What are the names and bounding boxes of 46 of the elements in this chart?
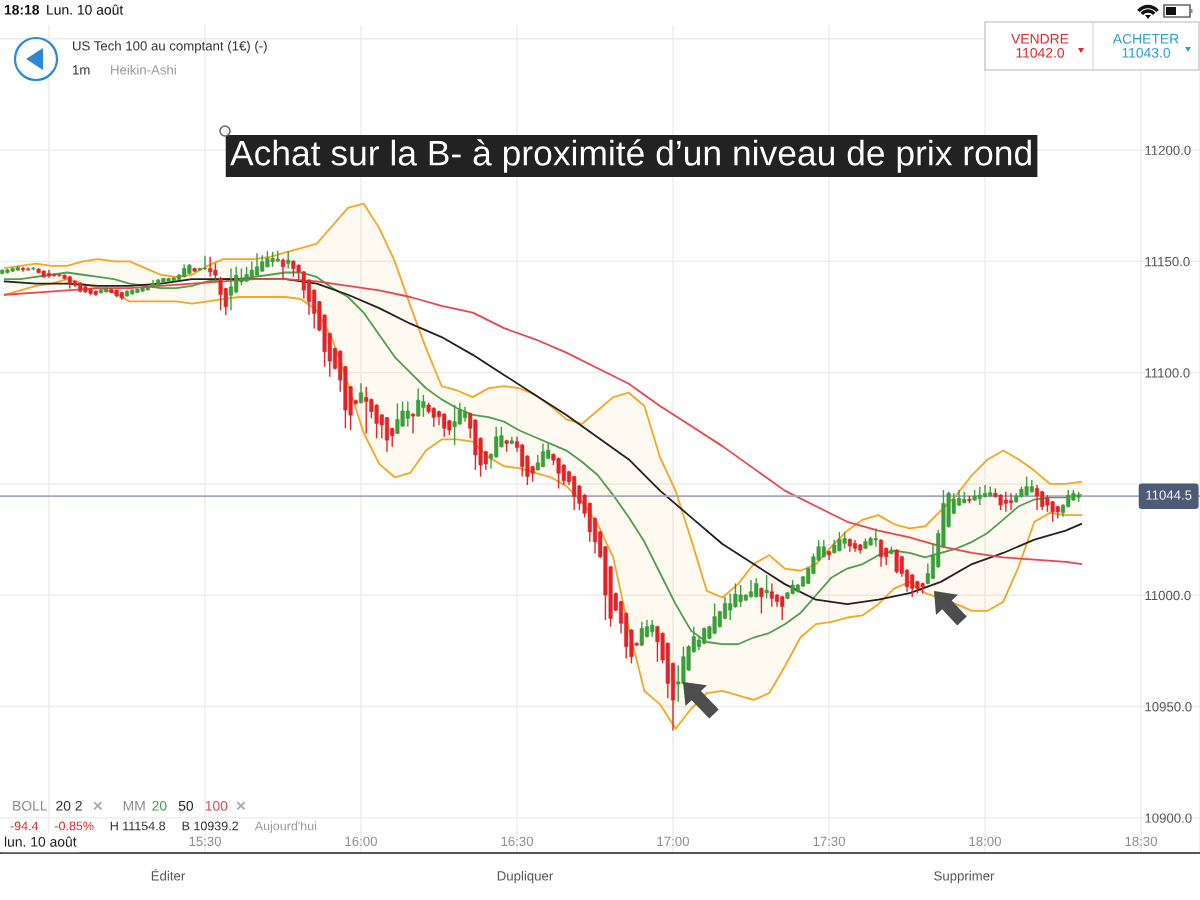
annotation: 11042.0 (1016, 47, 1065, 58)
annotation: H 11154.8 (110, 821, 166, 831)
y-tick-label: 11200.0 (1145, 145, 1191, 155)
line-series (3, 202, 1083, 599)
text: 100 (205, 800, 228, 811)
annotation: Aujourd'hui (254, 821, 317, 833)
x-tick-label: 15:30 (189, 836, 221, 847)
candlestick (759, 586, 764, 615)
y-tick-label: 10950.0 (1145, 702, 1192, 712)
annotation: × (93, 801, 102, 810)
y-tick-label: 10900.0 (1145, 813, 1192, 823)
annotation: Achat sur la B- à proximité d’un niveau de prix rond (230, 139, 1031, 173)
annotation: 11044.5 (1146, 490, 1192, 500)
x-tick-label: 18:30 (1125, 836, 1158, 847)
annotation: ACHETER (1112, 33, 1179, 44)
text: Dupliquer (497, 870, 554, 884)
x-tick-label: 17:00 (657, 836, 690, 847)
annotation: -94.4 (10, 821, 39, 831)
annotation: MM (123, 801, 145, 811)
text: 1m (73, 65, 90, 75)
x-tick-label: 17:30 (813, 836, 846, 847)
x-tick-label: 16:00 (345, 836, 377, 847)
annotation: lun. 10 août (4, 836, 77, 847)
x-tick-label: 18:00 (969, 836, 1002, 847)
x-tick-label: 16:30 (501, 836, 533, 847)
y-tick-label: 11000.0 (1145, 590, 1191, 601)
y-tick-label: 11100.0 (1145, 368, 1190, 378)
annotation: 11043.0 (1122, 47, 1171, 58)
text: US Tech 100 au comptant (1€) (-) (73, 40, 267, 54)
candlestick (280, 257, 286, 280)
y-tick-label: 11150.0 (1145, 256, 1190, 267)
candlestick (410, 412, 416, 435)
text: Éditer (151, 868, 186, 881)
annotation: B 10939.2 (182, 821, 238, 831)
text: 50 (178, 800, 194, 811)
text: 18:18 (4, 4, 40, 15)
annotation: × (236, 801, 246, 810)
candlestick (764, 574, 769, 600)
text: 20 (152, 800, 167, 811)
text: Supprimer (934, 870, 995, 884)
annotation: -0.85% (54, 821, 94, 831)
annotation: BOLL (13, 800, 48, 811)
annotation: Heikin-Ashi (111, 64, 176, 75)
annotation: VENDRE (1011, 34, 1069, 44)
text: Lun. 10 août (47, 4, 124, 15)
annotation: 20 2 (56, 800, 82, 811)
